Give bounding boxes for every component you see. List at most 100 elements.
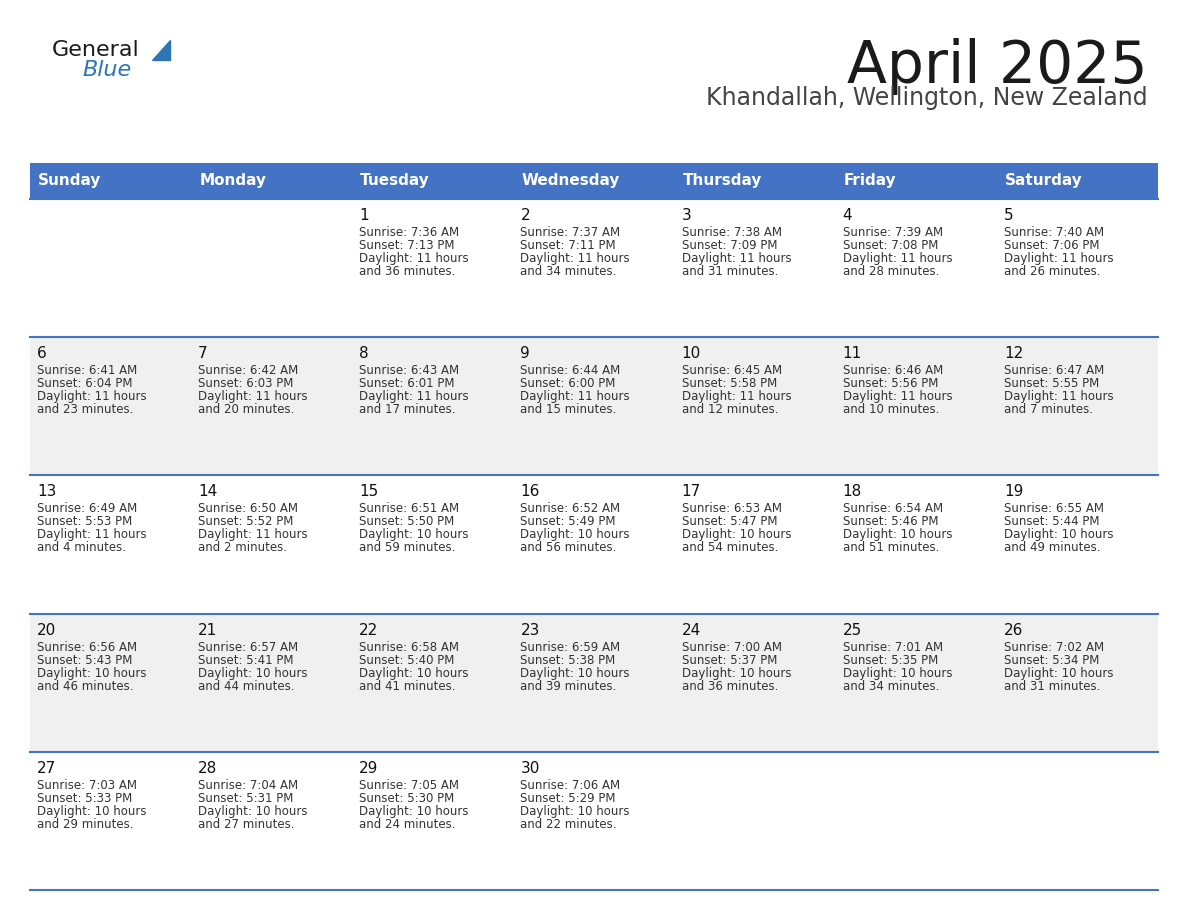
Text: and 7 minutes.: and 7 minutes. bbox=[1004, 403, 1093, 416]
Text: Daylight: 11 hours: Daylight: 11 hours bbox=[842, 252, 953, 265]
Text: Daylight: 11 hours: Daylight: 11 hours bbox=[37, 390, 146, 403]
Text: and 41 minutes.: and 41 minutes. bbox=[359, 679, 456, 692]
Text: and 12 minutes.: and 12 minutes. bbox=[682, 403, 778, 416]
Text: Khandallah, Wellington, New Zealand: Khandallah, Wellington, New Zealand bbox=[707, 86, 1148, 110]
Text: and 15 minutes.: and 15 minutes. bbox=[520, 403, 617, 416]
Bar bbox=[30, 337, 1158, 476]
Text: Daylight: 10 hours: Daylight: 10 hours bbox=[359, 529, 469, 542]
Text: Daylight: 11 hours: Daylight: 11 hours bbox=[682, 252, 791, 265]
Text: 27: 27 bbox=[37, 761, 56, 776]
Text: 16: 16 bbox=[520, 485, 539, 499]
Text: and 44 minutes.: and 44 minutes. bbox=[198, 679, 295, 692]
Text: Sunrise: 7:39 AM: Sunrise: 7:39 AM bbox=[842, 226, 943, 239]
Text: Sunset: 5:35 PM: Sunset: 5:35 PM bbox=[842, 654, 939, 666]
Text: Sunrise: 6:53 AM: Sunrise: 6:53 AM bbox=[682, 502, 782, 515]
Text: Sunset: 7:08 PM: Sunset: 7:08 PM bbox=[842, 239, 939, 252]
Text: 9: 9 bbox=[520, 346, 530, 361]
Text: and 59 minutes.: and 59 minutes. bbox=[359, 542, 456, 554]
Text: and 56 minutes.: and 56 minutes. bbox=[520, 542, 617, 554]
Text: Sunrise: 7:02 AM: Sunrise: 7:02 AM bbox=[1004, 641, 1104, 654]
Text: Sunrise: 6:49 AM: Sunrise: 6:49 AM bbox=[37, 502, 138, 515]
Text: Sunset: 7:06 PM: Sunset: 7:06 PM bbox=[1004, 239, 1099, 252]
Bar bbox=[30, 752, 1158, 890]
Bar bbox=[30, 199, 1158, 337]
Text: Sunrise: 6:45 AM: Sunrise: 6:45 AM bbox=[682, 364, 782, 377]
Text: 10: 10 bbox=[682, 346, 701, 361]
Text: Daylight: 10 hours: Daylight: 10 hours bbox=[842, 666, 953, 679]
Text: 23: 23 bbox=[520, 622, 539, 638]
Text: Daylight: 10 hours: Daylight: 10 hours bbox=[359, 805, 469, 818]
Text: Daylight: 11 hours: Daylight: 11 hours bbox=[682, 390, 791, 403]
Text: 6: 6 bbox=[37, 346, 46, 361]
Text: Sunset: 5:49 PM: Sunset: 5:49 PM bbox=[520, 515, 615, 529]
Text: 29: 29 bbox=[359, 761, 379, 776]
Text: 5: 5 bbox=[1004, 208, 1013, 223]
Text: Sunset: 5:56 PM: Sunset: 5:56 PM bbox=[842, 377, 939, 390]
Text: Daylight: 11 hours: Daylight: 11 hours bbox=[359, 390, 469, 403]
Text: Daylight: 10 hours: Daylight: 10 hours bbox=[1004, 529, 1113, 542]
Text: and 49 minutes.: and 49 minutes. bbox=[1004, 542, 1100, 554]
Text: Blue: Blue bbox=[82, 60, 131, 80]
Text: Daylight: 10 hours: Daylight: 10 hours bbox=[842, 529, 953, 542]
Text: Sunrise: 6:51 AM: Sunrise: 6:51 AM bbox=[359, 502, 460, 515]
Text: Sunrise: 6:54 AM: Sunrise: 6:54 AM bbox=[842, 502, 943, 515]
Text: Sunset: 7:11 PM: Sunset: 7:11 PM bbox=[520, 239, 617, 252]
Text: Sunset: 5:46 PM: Sunset: 5:46 PM bbox=[842, 515, 939, 529]
Text: and 51 minutes.: and 51 minutes. bbox=[842, 542, 939, 554]
Text: 8: 8 bbox=[359, 346, 369, 361]
Text: Sunset: 5:38 PM: Sunset: 5:38 PM bbox=[520, 654, 615, 666]
Text: Sunrise: 6:42 AM: Sunrise: 6:42 AM bbox=[198, 364, 298, 377]
Text: 22: 22 bbox=[359, 622, 379, 638]
Text: 28: 28 bbox=[198, 761, 217, 776]
Text: Daylight: 10 hours: Daylight: 10 hours bbox=[682, 666, 791, 679]
Text: Sunrise: 7:05 AM: Sunrise: 7:05 AM bbox=[359, 778, 460, 792]
Text: 2: 2 bbox=[520, 208, 530, 223]
Text: Sunday: Sunday bbox=[38, 174, 101, 188]
Text: April 2025: April 2025 bbox=[847, 38, 1148, 95]
Text: Sunrise: 6:57 AM: Sunrise: 6:57 AM bbox=[198, 641, 298, 654]
Text: Sunset: 5:53 PM: Sunset: 5:53 PM bbox=[37, 515, 132, 529]
Text: Sunrise: 7:04 AM: Sunrise: 7:04 AM bbox=[198, 778, 298, 792]
Text: Thursday: Thursday bbox=[683, 174, 762, 188]
Text: Daylight: 10 hours: Daylight: 10 hours bbox=[198, 666, 308, 679]
Text: Sunset: 5:41 PM: Sunset: 5:41 PM bbox=[198, 654, 293, 666]
Text: Daylight: 10 hours: Daylight: 10 hours bbox=[520, 666, 630, 679]
Text: and 17 minutes.: and 17 minutes. bbox=[359, 403, 456, 416]
Text: Daylight: 11 hours: Daylight: 11 hours bbox=[198, 529, 308, 542]
Text: Daylight: 10 hours: Daylight: 10 hours bbox=[37, 666, 146, 679]
Text: Sunrise: 7:03 AM: Sunrise: 7:03 AM bbox=[37, 778, 137, 792]
Text: Sunset: 5:37 PM: Sunset: 5:37 PM bbox=[682, 654, 777, 666]
Text: 24: 24 bbox=[682, 622, 701, 638]
Text: and 23 minutes.: and 23 minutes. bbox=[37, 403, 133, 416]
Text: Daylight: 11 hours: Daylight: 11 hours bbox=[520, 252, 630, 265]
Bar bbox=[30, 163, 1158, 199]
Text: Sunset: 5:33 PM: Sunset: 5:33 PM bbox=[37, 792, 132, 805]
Text: and 20 minutes.: and 20 minutes. bbox=[198, 403, 295, 416]
Text: 18: 18 bbox=[842, 485, 862, 499]
Text: Daylight: 10 hours: Daylight: 10 hours bbox=[520, 805, 630, 818]
Text: Sunrise: 7:06 AM: Sunrise: 7:06 AM bbox=[520, 778, 620, 792]
Text: Daylight: 11 hours: Daylight: 11 hours bbox=[520, 390, 630, 403]
Text: 11: 11 bbox=[842, 346, 862, 361]
Polygon shape bbox=[152, 40, 170, 60]
Text: and 26 minutes.: and 26 minutes. bbox=[1004, 265, 1100, 278]
Text: Sunset: 5:30 PM: Sunset: 5:30 PM bbox=[359, 792, 455, 805]
Text: Sunset: 5:52 PM: Sunset: 5:52 PM bbox=[198, 515, 293, 529]
Text: and 24 minutes.: and 24 minutes. bbox=[359, 818, 456, 831]
Text: Sunrise: 6:52 AM: Sunrise: 6:52 AM bbox=[520, 502, 620, 515]
Text: and 10 minutes.: and 10 minutes. bbox=[842, 403, 939, 416]
Text: and 28 minutes.: and 28 minutes. bbox=[842, 265, 939, 278]
Text: Sunrise: 6:41 AM: Sunrise: 6:41 AM bbox=[37, 364, 138, 377]
Text: Friday: Friday bbox=[843, 174, 896, 188]
Text: Daylight: 10 hours: Daylight: 10 hours bbox=[37, 805, 146, 818]
Text: Sunset: 6:01 PM: Sunset: 6:01 PM bbox=[359, 377, 455, 390]
Text: Daylight: 10 hours: Daylight: 10 hours bbox=[1004, 666, 1113, 679]
Text: Sunrise: 6:56 AM: Sunrise: 6:56 AM bbox=[37, 641, 137, 654]
Text: Sunrise: 6:43 AM: Sunrise: 6:43 AM bbox=[359, 364, 460, 377]
Text: and 2 minutes.: and 2 minutes. bbox=[198, 542, 287, 554]
Text: 26: 26 bbox=[1004, 622, 1023, 638]
Text: 21: 21 bbox=[198, 622, 217, 638]
Text: Wednesday: Wednesday bbox=[522, 174, 620, 188]
Text: Sunset: 5:47 PM: Sunset: 5:47 PM bbox=[682, 515, 777, 529]
Text: and 31 minutes.: and 31 minutes. bbox=[1004, 679, 1100, 692]
